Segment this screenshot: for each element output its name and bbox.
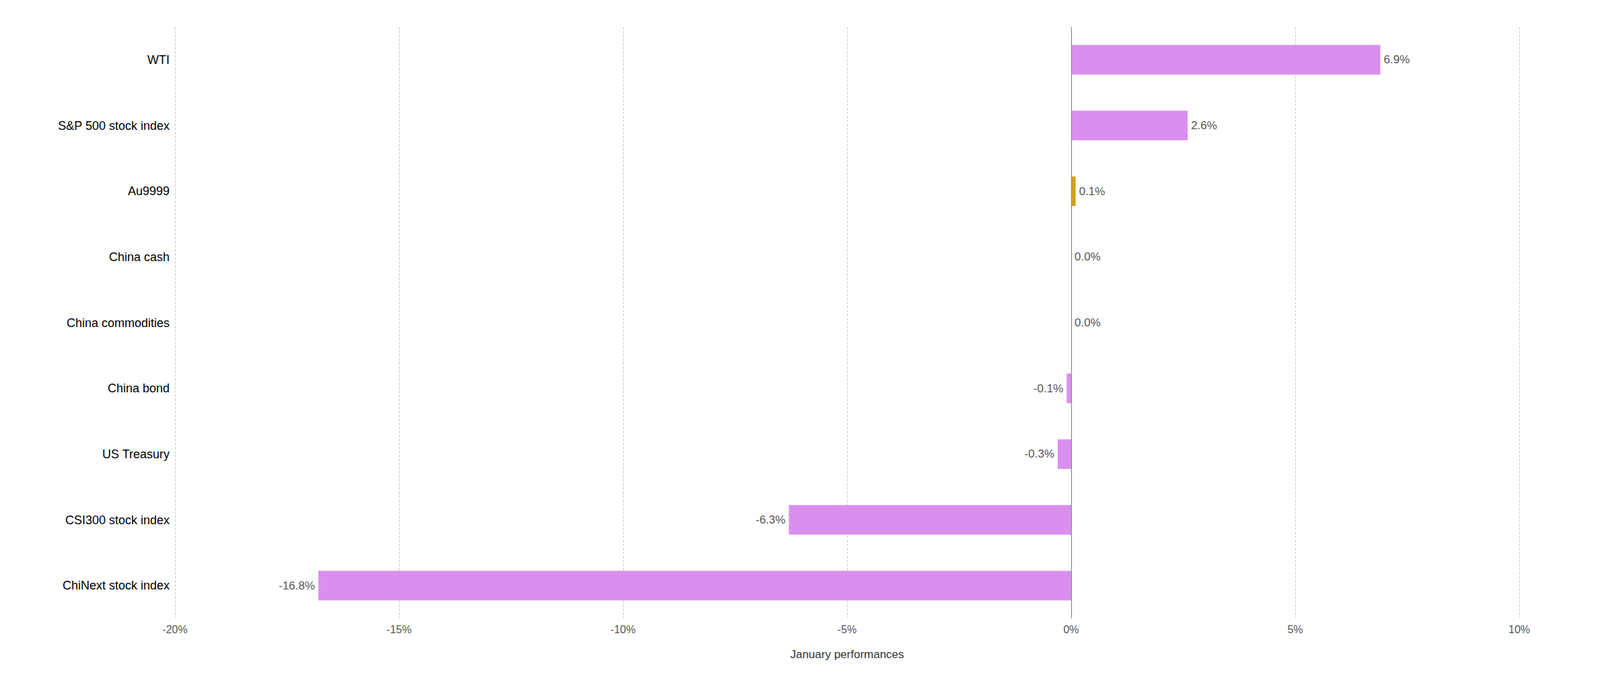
- svg-text:0%: 0%: [1063, 623, 1079, 636]
- svg-text:ChiNext stock index: ChiNext stock index: [62, 578, 170, 593]
- svg-text:2.6%: 2.6%: [1190, 119, 1218, 132]
- svg-text:S&P 500 stock index: S&P 500 stock index: [57, 119, 170, 133]
- svg-text:US Treasury: US Treasury: [102, 447, 170, 461]
- svg-text:0.1%: 0.1%: [1079, 185, 1106, 198]
- svg-text:WTI: WTI: [147, 53, 170, 67]
- svg-text:-16.8%: -16.8%: [278, 579, 315, 593]
- svg-text:0.0%: 0.0%: [1074, 316, 1101, 330]
- svg-text:China bond: China bond: [107, 381, 170, 395]
- svg-text:-6.3%: -6.3%: [755, 513, 786, 527]
- svg-text:CSI300 stock index: CSI300 stock index: [65, 513, 170, 527]
- svg-text:0.0%: 0.0%: [1074, 250, 1101, 264]
- svg-text:China cash: China cash: [108, 250, 170, 264]
- svg-text:-10%: -10%: [610, 623, 636, 636]
- svg-text:6.9%: 6.9%: [1384, 53, 1411, 66]
- svg-text:-0.1%: -0.1%: [1033, 382, 1064, 395]
- svg-text:-0.3%: -0.3%: [1024, 447, 1055, 461]
- svg-text:-15%: -15%: [386, 623, 412, 636]
- svg-text:China commodities: China commodities: [66, 316, 170, 330]
- svg-text:5%: 5%: [1287, 623, 1303, 636]
- svg-text:-5%: -5%: [837, 623, 857, 636]
- svg-text:10%: 10%: [1508, 623, 1531, 636]
- svg-text:Au9999: Au9999: [127, 184, 170, 198]
- svg-text:January performances: January performances: [789, 647, 904, 661]
- svg-text:-20%: -20%: [162, 623, 188, 636]
